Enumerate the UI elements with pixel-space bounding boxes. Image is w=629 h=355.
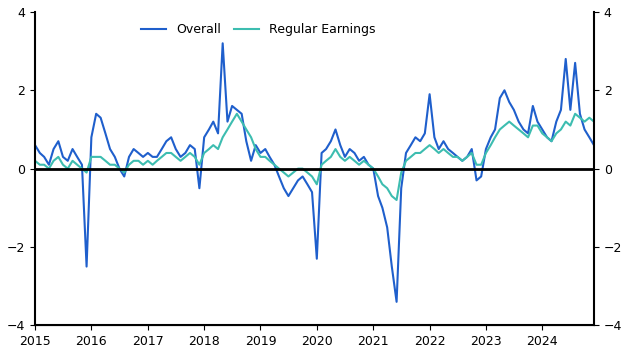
Line: Regular Earnings: Regular Earnings [35, 114, 594, 200]
Line: Overall: Overall [35, 43, 594, 302]
Legend: Overall, Regular Earnings: Overall, Regular Earnings [136, 18, 380, 41]
